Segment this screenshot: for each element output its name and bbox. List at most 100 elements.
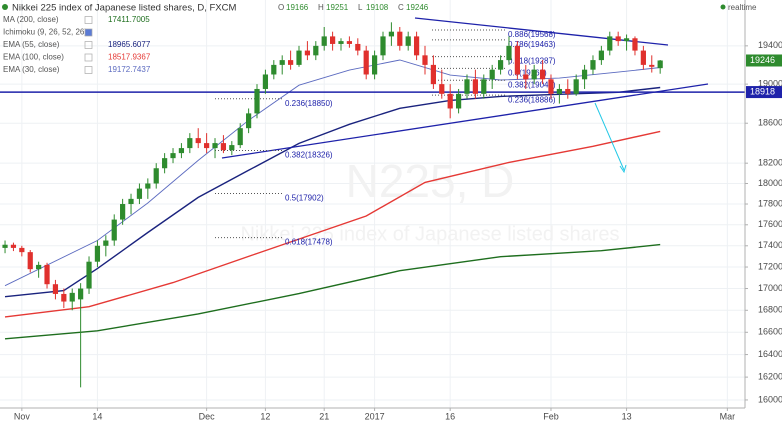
fib-label: 0.236(18850) bbox=[285, 99, 333, 108]
last-price-label: 19246 bbox=[750, 55, 775, 65]
y-tick-label: 17800 bbox=[758, 198, 782, 208]
candle-body bbox=[405, 36, 411, 46]
y-tick-label: 16200 bbox=[758, 371, 782, 381]
x-tick-label: 12 bbox=[260, 411, 270, 421]
legend-toggle bbox=[84, 53, 93, 62]
y-tick-label: 18600 bbox=[758, 118, 782, 128]
candle-body bbox=[103, 240, 109, 246]
candle-body bbox=[548, 79, 554, 94]
x-tick-label: Nov bbox=[14, 411, 31, 421]
x-tick-label: 2017 bbox=[365, 411, 385, 421]
candle-body bbox=[271, 64, 277, 75]
x-tick-label: 13 bbox=[622, 411, 632, 421]
legend-toggle bbox=[84, 28, 93, 37]
candle-body bbox=[430, 64, 436, 85]
y-tick-label: 17000 bbox=[758, 283, 782, 293]
grid bbox=[0, 0, 745, 408]
ohlc-key: O bbox=[278, 3, 284, 12]
legend-toggle bbox=[84, 16, 93, 24]
candle-body bbox=[489, 69, 495, 80]
candle-body bbox=[573, 79, 579, 94]
ohlc-value: 19108 bbox=[366, 3, 389, 12]
candle-body bbox=[237, 128, 243, 146]
fib-label: 0.236(18886) bbox=[508, 95, 556, 104]
price-line-tag bbox=[746, 86, 782, 99]
candle-body bbox=[607, 36, 613, 51]
candle-body bbox=[632, 38, 638, 51]
legend-value: 17411.7005 bbox=[108, 15, 150, 24]
candle-body bbox=[204, 143, 210, 149]
candle-body bbox=[506, 45, 512, 61]
legend-name: MA (200, close) bbox=[3, 15, 59, 24]
legend-name: EMA (30, close) bbox=[3, 65, 60, 74]
legend-name: EMA (55, close) bbox=[3, 40, 60, 49]
candle-body bbox=[61, 293, 67, 302]
y-tick-label: 18000 bbox=[758, 178, 782, 188]
candle-body bbox=[649, 64, 655, 67]
candle-body bbox=[565, 88, 571, 94]
fib-label: 0.618(17478) bbox=[285, 238, 333, 247]
candle-body bbox=[338, 41, 344, 44]
y-tick-label: 17400 bbox=[758, 240, 782, 250]
x-tick-label: 21 bbox=[319, 411, 329, 421]
candle-body bbox=[136, 188, 143, 199]
legend-toggle bbox=[84, 66, 93, 74]
candle-body bbox=[212, 143, 218, 149]
candle-body bbox=[195, 138, 201, 144]
candle-body bbox=[145, 183, 151, 189]
y-tick-label: 16800 bbox=[758, 305, 782, 315]
candle-body bbox=[187, 138, 193, 149]
legend-toggle bbox=[84, 41, 93, 49]
candle-body bbox=[497, 60, 504, 70]
candle-body bbox=[598, 50, 604, 61]
candle-body bbox=[321, 36, 327, 46]
watermark-name: Nikkei 225 index of Japanese listed shar… bbox=[240, 223, 619, 245]
candle-body bbox=[111, 219, 117, 241]
candle-body bbox=[120, 204, 126, 220]
candle-body bbox=[581, 69, 588, 80]
candle-body bbox=[178, 148, 185, 154]
candle-body bbox=[128, 198, 134, 205]
candle-body bbox=[439, 84, 445, 94]
legend-name: Ichimoku (9, 26, 52, 26) bbox=[3, 28, 87, 37]
candle-body bbox=[615, 36, 621, 42]
candle-body bbox=[464, 79, 470, 94]
trend-line bbox=[221, 83, 709, 159]
price-axis-bg bbox=[745, 0, 782, 408]
candle-body bbox=[363, 50, 369, 75]
candle-body bbox=[657, 60, 663, 69]
candle-body bbox=[52, 284, 59, 294]
y-tick-label: 16600 bbox=[758, 327, 782, 337]
candle-body bbox=[44, 264, 50, 285]
ohlc-key: H bbox=[318, 3, 324, 12]
candle-body bbox=[346, 41, 353, 44]
fib-label: 0.5(17902) bbox=[285, 194, 324, 203]
y-tick-label: 19000 bbox=[758, 79, 782, 89]
ohlc-key: L bbox=[358, 3, 363, 12]
fib-label: 0.382(18326) bbox=[285, 151, 333, 160]
candle-body bbox=[523, 74, 529, 80]
y-tick-label: 16400 bbox=[758, 349, 782, 359]
y-tick-label: 16000 bbox=[758, 394, 782, 404]
candle-body bbox=[397, 31, 403, 46]
candle-body bbox=[371, 55, 378, 75]
candle-body bbox=[2, 244, 8, 248]
header: Nikkei 225 index of Japanese listed shar… bbox=[2, 3, 757, 74]
indicator-line bbox=[4, 59, 661, 287]
chart-title: Nikkei 225 index of Japanese listed shar… bbox=[12, 3, 236, 14]
candle-body bbox=[36, 264, 42, 270]
arrow-head bbox=[619, 164, 627, 174]
candle-body bbox=[69, 292, 75, 302]
y-tick-label: 17200 bbox=[758, 261, 782, 271]
candle-body bbox=[330, 36, 336, 44]
y-tick-label: 19400 bbox=[758, 40, 782, 50]
fib-label: 0.886(19568) bbox=[508, 30, 556, 39]
candle-body bbox=[413, 36, 420, 56]
candle-body bbox=[262, 74, 269, 89]
candle-body bbox=[422, 55, 428, 65]
ohlc-value: 19246 bbox=[406, 3, 429, 12]
candle-body bbox=[514, 45, 520, 75]
candle-body bbox=[313, 45, 319, 56]
candle-body bbox=[472, 79, 478, 94]
